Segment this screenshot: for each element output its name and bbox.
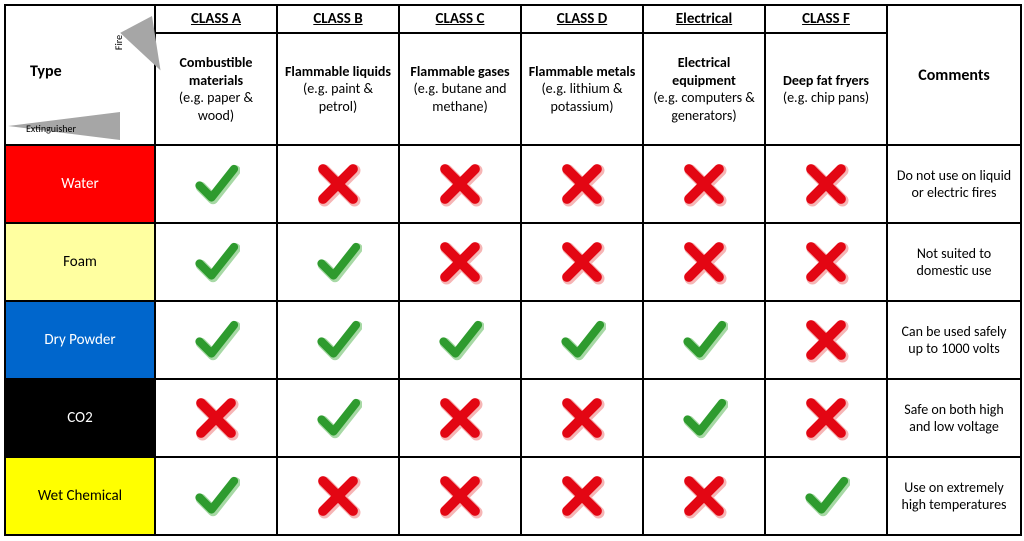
- table-row: Dry Powder Can be used safely up to 1000 …: [5, 301, 1021, 379]
- check-icon: [155, 457, 277, 535]
- class-description: Flammable liquids(e.g. paint & petrol): [277, 33, 399, 145]
- table-head: FireTypeExtinguisherCLASS ACLASS BCLASS …: [5, 5, 1021, 145]
- table-row: Wet Chemical Use on extremely high temper…: [5, 457, 1021, 535]
- class-example: (e.g. paper & wood): [162, 89, 270, 124]
- table-body: Water Do not use on liquid or electric fi…: [5, 145, 1021, 535]
- class-header: CLASS B: [277, 5, 399, 33]
- cross-icon: [521, 223, 643, 301]
- class-example: (e.g. lithium & potassium): [528, 80, 636, 115]
- class-header: CLASS F: [765, 5, 887, 33]
- check-icon: [155, 223, 277, 301]
- type-axis-cell: Fire Type Extinguisher: [5, 5, 155, 145]
- class-title: Combustible materials: [162, 54, 270, 89]
- cross-icon: [643, 223, 765, 301]
- cross-icon: [277, 457, 399, 535]
- class-description: Flammable gases(e.g. butane and methane): [399, 33, 521, 145]
- class-example: (e.g. paint & petrol): [284, 80, 392, 115]
- class-title: Electrical equipment: [650, 54, 758, 89]
- comment-cell: Use on extremely high temperatures: [887, 457, 1021, 535]
- comment-cell: Not suited to domestic use: [887, 223, 1021, 301]
- class-title: Flammable metals: [528, 63, 636, 81]
- extinguisher-label: Water: [5, 145, 155, 223]
- cross-icon: [399, 145, 521, 223]
- comment-cell: Do not use on liquid or electric fires: [887, 145, 1021, 223]
- cross-icon: [521, 145, 643, 223]
- cross-icon: [277, 145, 399, 223]
- cross-icon: [521, 457, 643, 535]
- class-description: Combustible materials(e.g. paper & wood): [155, 33, 277, 145]
- class-description: Electrical equipment(e.g. computers & ge…: [643, 33, 765, 145]
- cross-icon: [765, 379, 887, 457]
- fire-axis-label: Fire: [112, 35, 125, 50]
- check-icon: [277, 301, 399, 379]
- check-icon: [399, 301, 521, 379]
- cross-icon: [399, 457, 521, 535]
- comment-cell: Safe on both high and low voltage: [887, 379, 1021, 457]
- cross-icon: [521, 379, 643, 457]
- table-row: Water Do not use on liquid or electric fi…: [5, 145, 1021, 223]
- class-example: (e.g. computers & generators): [650, 89, 758, 124]
- cross-icon: [643, 145, 765, 223]
- class-header: Electrical: [643, 5, 765, 33]
- cross-icon: [765, 145, 887, 223]
- class-example: (e.g. chip pans): [772, 89, 880, 107]
- cross-icon: [399, 379, 521, 457]
- extinguisher-axis-label: Extinguisher: [26, 122, 76, 135]
- type-label: Type: [30, 62, 62, 81]
- extinguisher-label: Foam: [5, 223, 155, 301]
- class-description: Flammable metals(e.g. lithium & potassiu…: [521, 33, 643, 145]
- check-icon: [155, 301, 277, 379]
- check-icon: [277, 223, 399, 301]
- check-icon: [155, 145, 277, 223]
- cross-icon: [643, 457, 765, 535]
- class-title: Flammable liquids: [284, 63, 392, 81]
- class-header: CLASS D: [521, 5, 643, 33]
- cross-icon: [399, 223, 521, 301]
- cross-icon: [765, 223, 887, 301]
- extinguisher-table: FireTypeExtinguisherCLASS ACLASS BCLASS …: [4, 4, 1022, 536]
- check-icon: [643, 379, 765, 457]
- cross-icon: [155, 379, 277, 457]
- extinguisher-label: Wet Chemical: [5, 457, 155, 535]
- class-title: Deep fat fryers: [772, 72, 880, 90]
- table-row: Foam Not suited to domestic use: [5, 223, 1021, 301]
- check-icon: [277, 379, 399, 457]
- check-icon: [765, 457, 887, 535]
- cross-icon: [765, 301, 887, 379]
- class-header: CLASS C: [399, 5, 521, 33]
- extinguisher-label: Dry Powder: [5, 301, 155, 379]
- class-example: (e.g. butane and methane): [406, 80, 514, 115]
- table-row: CO2 Safe on both high and low voltage: [5, 379, 1021, 457]
- comments-header: Comments: [887, 5, 1021, 145]
- extinguisher-label: CO2: [5, 379, 155, 457]
- class-title: Flammable gases: [406, 63, 514, 81]
- check-icon: [643, 301, 765, 379]
- class-header: CLASS A: [155, 5, 277, 33]
- class-description: Deep fat fryers(e.g. chip pans): [765, 33, 887, 145]
- comment-cell: Can be used safely up to 1000 volts: [887, 301, 1021, 379]
- check-icon: [521, 301, 643, 379]
